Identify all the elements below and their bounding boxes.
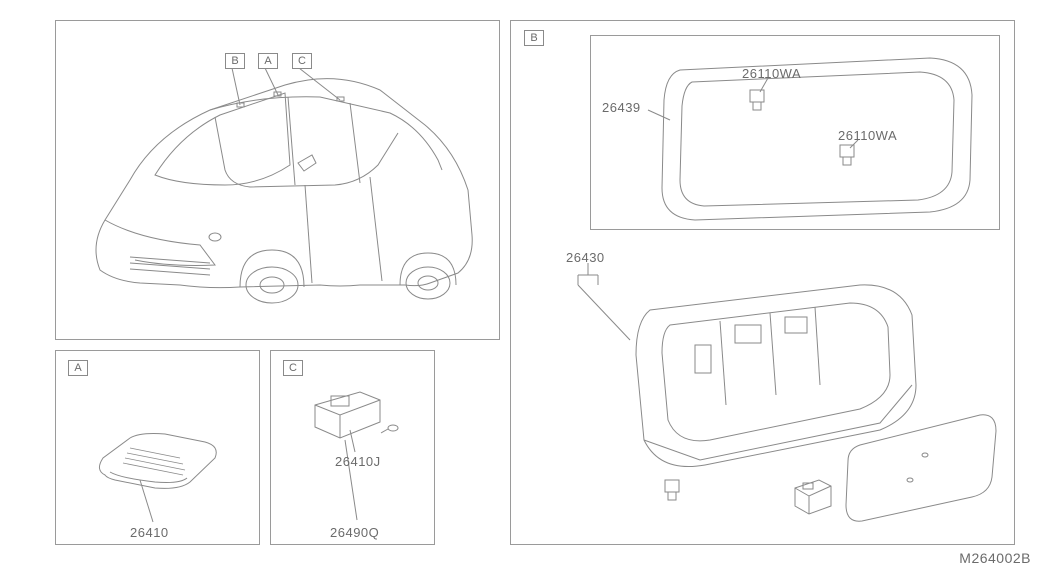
label-26410j: 26410J [335,454,381,469]
diagram-id: M264002B [959,550,1031,566]
marker-c-panel: C [283,360,303,376]
marker-b-car: B [225,53,245,69]
label-26110wa-1: 26110WA [742,66,801,81]
marker-a-car: A [258,53,278,69]
car-illustration [60,35,490,335]
marker-b-big: B [524,30,544,46]
label-26490q: 26490Q [330,525,379,540]
diagram-canvas: B A C A 26410 C 26410J 26490Q B [0,0,1045,572]
leader-26410 [55,350,260,545]
label-26430: 26430 [566,250,605,265]
part-26430-assembly [560,255,1010,540]
label-26439: 26439 [602,100,641,115]
marker-c-car: C [292,53,312,69]
label-26110wa-2: 26110WA [838,128,897,143]
